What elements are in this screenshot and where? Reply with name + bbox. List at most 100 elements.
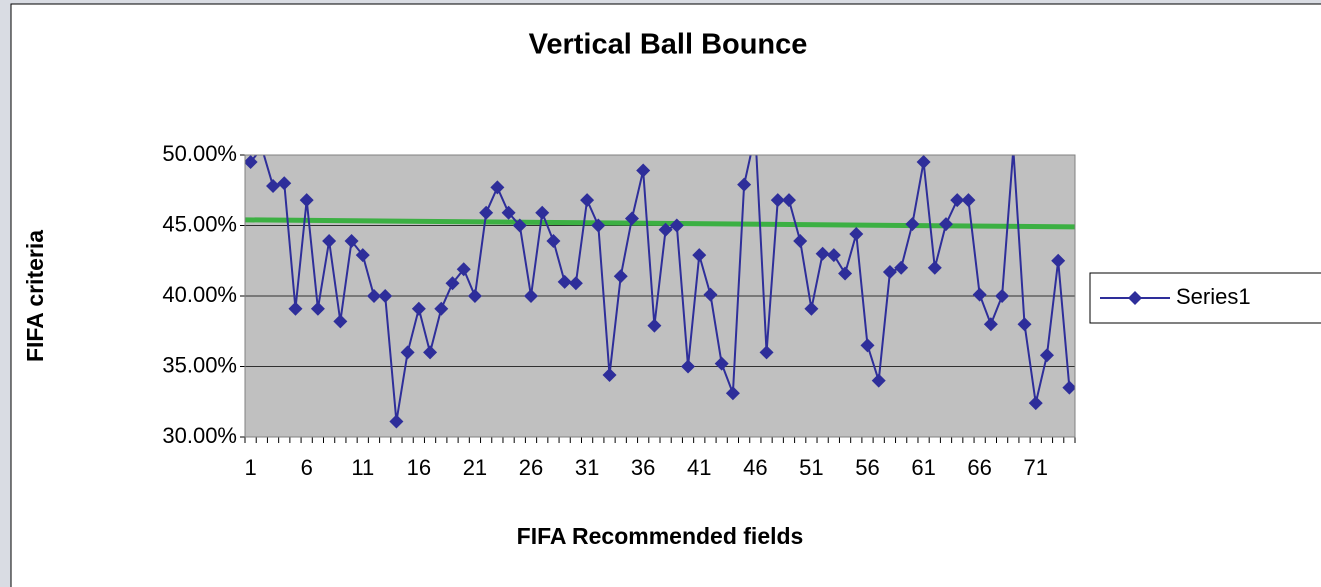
marker bbox=[456, 262, 471, 277]
marker bbox=[916, 155, 931, 170]
marker bbox=[389, 414, 404, 429]
marker bbox=[288, 301, 303, 316]
marker bbox=[322, 234, 337, 249]
x-tick-label: 1 bbox=[244, 455, 256, 480]
marker bbox=[1051, 253, 1066, 268]
marker bbox=[759, 345, 774, 360]
legend-marker bbox=[1128, 291, 1142, 305]
marker bbox=[299, 193, 314, 208]
marker bbox=[434, 301, 449, 316]
marker bbox=[1039, 348, 1054, 363]
x-tick-label: 26 bbox=[519, 455, 543, 480]
x-tick-label: 6 bbox=[301, 455, 313, 480]
x-tick-label: 61 bbox=[911, 455, 935, 480]
marker bbox=[647, 318, 662, 333]
series-line bbox=[249, 155, 1071, 422]
y-axis-title: FIFA criteria bbox=[22, 230, 48, 362]
marker bbox=[781, 193, 796, 208]
marker bbox=[636, 163, 651, 178]
marker bbox=[995, 289, 1010, 303]
marker bbox=[378, 289, 393, 303]
y-tick-label: 40.00% bbox=[162, 282, 237, 307]
marker bbox=[512, 218, 527, 233]
marker bbox=[535, 205, 550, 220]
marker bbox=[490, 180, 505, 195]
marker bbox=[793, 234, 808, 249]
marker bbox=[245, 155, 258, 170]
x-tick-label: 71 bbox=[1024, 455, 1048, 480]
marker bbox=[770, 193, 785, 208]
x-tick-label: 11 bbox=[351, 455, 374, 480]
marker bbox=[355, 248, 370, 263]
marker bbox=[613, 269, 628, 284]
marker bbox=[1028, 396, 1043, 411]
marker bbox=[591, 218, 606, 233]
x-tick-label: 51 bbox=[799, 455, 823, 480]
marker bbox=[658, 222, 673, 237]
plot-border bbox=[244, 154, 1076, 438]
x-tick-label: 56 bbox=[855, 455, 879, 480]
y-tick-label: 45.00% bbox=[162, 211, 237, 236]
y-tick-label: 30.00% bbox=[162, 423, 237, 448]
x-tick-label: 41 bbox=[687, 455, 711, 480]
marker bbox=[266, 179, 281, 194]
marker bbox=[972, 287, 987, 302]
marker bbox=[692, 248, 707, 263]
marker bbox=[849, 226, 864, 241]
x-axis-title: FIFA Recommended fields bbox=[517, 523, 804, 549]
marker bbox=[939, 217, 954, 232]
x-tick-label: 31 bbox=[575, 455, 599, 480]
marker bbox=[1062, 380, 1075, 395]
marker bbox=[602, 367, 617, 382]
chart-title: Vertical Ball Bounce bbox=[529, 29, 808, 61]
x-tick-label: 46 bbox=[743, 455, 767, 480]
marker bbox=[927, 260, 942, 275]
marker bbox=[894, 260, 909, 275]
marker bbox=[961, 193, 976, 208]
y-tick-label: 35.00% bbox=[162, 352, 237, 377]
marker bbox=[714, 356, 729, 371]
marker bbox=[983, 317, 998, 332]
y-tick-label: 50.00% bbox=[162, 141, 237, 166]
legend-label: Series1 bbox=[1176, 284, 1251, 309]
marker bbox=[860, 338, 875, 353]
marker bbox=[871, 373, 886, 388]
x-tick-label: 36 bbox=[631, 455, 655, 480]
marker bbox=[624, 211, 639, 226]
marker bbox=[737, 177, 752, 192]
marker bbox=[815, 246, 830, 261]
marker bbox=[445, 276, 460, 291]
x-tick-label: 16 bbox=[407, 455, 431, 480]
marker bbox=[568, 276, 583, 291]
marker bbox=[669, 218, 684, 233]
marker bbox=[501, 205, 516, 220]
marker bbox=[804, 301, 819, 316]
marker bbox=[277, 176, 292, 191]
marker bbox=[479, 205, 494, 220]
x-tick-label: 21 bbox=[463, 455, 487, 480]
marker bbox=[950, 193, 965, 208]
marker bbox=[366, 289, 381, 303]
marker bbox=[400, 345, 415, 360]
marker bbox=[826, 248, 841, 263]
marker bbox=[681, 359, 696, 374]
marker bbox=[1017, 317, 1032, 332]
marker bbox=[905, 217, 920, 232]
marker bbox=[580, 193, 595, 208]
marker bbox=[344, 234, 359, 249]
marker bbox=[423, 345, 438, 360]
marker bbox=[524, 289, 539, 303]
plot-clip bbox=[245, 155, 1075, 429]
marker bbox=[333, 314, 348, 329]
marker bbox=[838, 266, 853, 281]
x-tick-label: 66 bbox=[967, 455, 991, 480]
marker bbox=[557, 274, 572, 289]
marker bbox=[310, 301, 325, 316]
marker bbox=[703, 287, 718, 302]
trendline bbox=[245, 217, 1075, 230]
marker bbox=[725, 386, 740, 401]
marker bbox=[467, 289, 482, 303]
marker bbox=[411, 301, 426, 316]
